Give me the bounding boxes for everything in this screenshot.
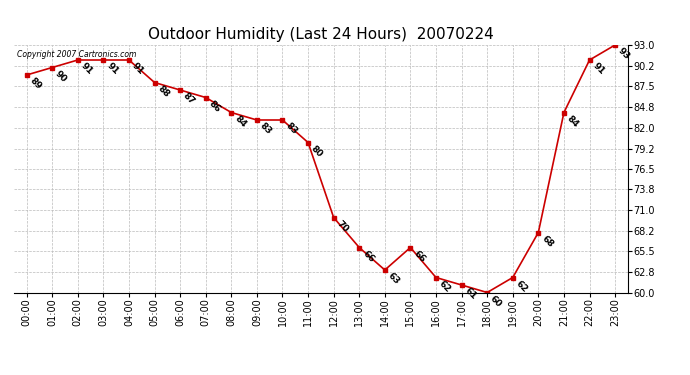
Text: 91: 91 [79,62,95,76]
Text: 87: 87 [181,92,197,106]
Text: 80: 80 [309,144,324,159]
Text: 93: 93 [616,46,632,62]
Text: 62: 62 [514,279,529,294]
Title: Outdoor Humidity (Last 24 Hours)  20070224: Outdoor Humidity (Last 24 Hours) 2007022… [148,27,494,42]
Text: 68: 68 [540,234,555,249]
Text: 61: 61 [463,286,478,302]
Text: 91: 91 [130,62,146,76]
Text: 60: 60 [489,294,504,309]
Text: 83: 83 [284,122,299,136]
Text: 91: 91 [591,62,607,76]
Text: 66: 66 [412,249,427,264]
Text: 86: 86 [207,99,222,114]
Text: 88: 88 [156,84,171,99]
Text: 84: 84 [233,114,248,129]
Text: 90: 90 [54,69,69,84]
Text: 89: 89 [28,76,43,92]
Text: 70: 70 [335,219,351,234]
Text: 66: 66 [361,249,376,264]
Text: Copyright 2007 Cartronics.com: Copyright 2007 Cartronics.com [17,50,136,59]
Text: 84: 84 [565,114,580,129]
Text: 63: 63 [386,272,402,286]
Text: 62: 62 [437,279,453,294]
Text: 83: 83 [258,122,273,136]
Text: 91: 91 [105,62,120,76]
